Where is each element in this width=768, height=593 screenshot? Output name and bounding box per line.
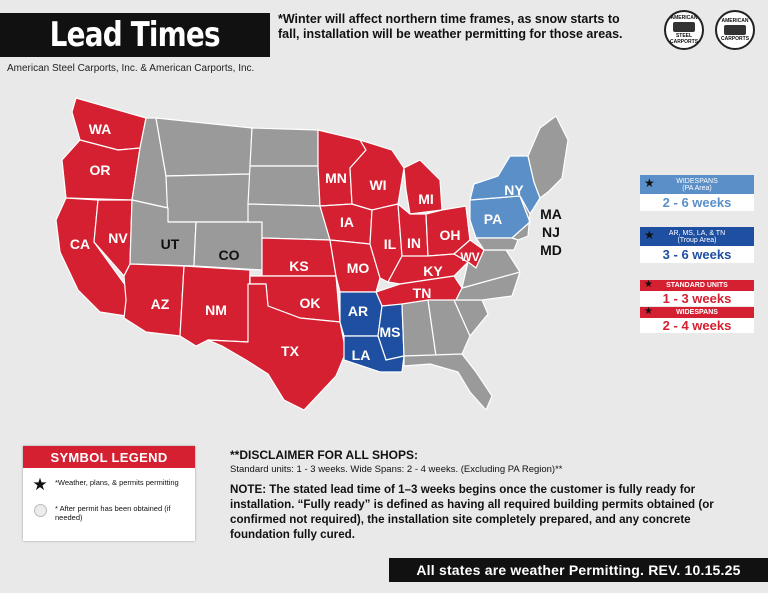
label-ar: AR <box>348 303 368 319</box>
state-sd <box>247 165 321 207</box>
legend-widespans-value: 2 - 4 weeks <box>640 318 754 333</box>
label-ut: UT <box>161 236 180 252</box>
label-ny: NY <box>504 182 524 198</box>
legend-standard-head: ★ STANDARD UNITS <box>640 279 754 291</box>
american-steel-carports-logo: AMERICAN STEEL CARPORTS <box>664 10 704 50</box>
label-ok: OK <box>300 295 321 311</box>
disclaimer: **DISCLAIMER FOR ALL SHOPS: Standard uni… <box>230 448 750 475</box>
label-il: IL <box>384 236 397 252</box>
legend-troup-head: ★ AR, MS, LA, & TN (Troup Area) <box>640 227 754 246</box>
symbol-legend-star-text: *Weather, plans, & permits permitting <box>55 478 179 487</box>
label-ca: CA <box>70 236 90 252</box>
legend-troup: ★ AR, MS, LA, & TN (Troup Area) 3 - 6 we… <box>640 227 754 263</box>
symbol-legend-star-row: ★ *Weather, plans, & permits permitting <box>31 475 185 494</box>
state-wy <box>165 173 251 223</box>
star-icon: ★ <box>32 475 48 494</box>
label-la: LA <box>352 347 371 363</box>
logo-mark <box>724 25 746 35</box>
symbol-legend-title: SYMBOL LEGEND <box>23 446 195 468</box>
state-tx <box>207 283 347 411</box>
circle-icon <box>33 504 47 517</box>
label-pa: PA <box>484 211 502 227</box>
disclaimer-note: NOTE: The stated lead time of 1–3 weeks … <box>230 483 714 541</box>
label-mn: MN <box>325 170 347 186</box>
label-wa: WA <box>89 121 112 137</box>
label-ky: KY <box>423 263 443 279</box>
label-az: AZ <box>151 296 170 312</box>
state-nd <box>249 127 319 167</box>
state-nc <box>455 271 521 301</box>
label-ks: KS <box>289 258 308 274</box>
label-nj: NJ <box>542 224 560 240</box>
disclaimer-heading: **DISCLAIMER FOR ALL SHOPS: <box>230 448 419 462</box>
legend-widespans-pa-head: ★ WIDESPANS (PA Area) <box>640 175 754 194</box>
label-ia: IA <box>340 214 354 230</box>
label-ma: MA <box>540 206 562 222</box>
legend-widespans-head: ★ WIDESPANS <box>640 306 754 318</box>
label-mo: MO <box>347 260 370 276</box>
star-icon: ★ <box>644 306 653 317</box>
american-carports-logo: AMERICAN CARPORTS <box>715 10 755 50</box>
legend-standard-value: 1 - 3 weeks <box>640 291 754 306</box>
state-ga <box>427 299 471 357</box>
state-la <box>343 335 405 373</box>
label-nv: NV <box>108 230 128 246</box>
label-wv: WV <box>460 250 479 264</box>
state-fl <box>403 353 493 411</box>
legend-widespans: ★ WIDESPANS 2 - 4 weeks <box>640 306 754 333</box>
star-icon: ★ <box>644 176 655 190</box>
state-md <box>475 237 519 251</box>
legend-troup-value: 3 - 6 weeks <box>640 246 754 263</box>
label-mi: MI <box>418 191 434 207</box>
label-tn: TN <box>413 285 432 301</box>
label-co: CO <box>219 247 240 263</box>
label-in: IN <box>407 235 421 251</box>
logo-mark <box>673 22 695 32</box>
state-new-england <box>527 115 569 199</box>
star-icon: ★ <box>644 279 653 290</box>
label-tx: TX <box>281 343 300 359</box>
label-or: OR <box>90 162 111 178</box>
label-oh: OH <box>440 227 461 243</box>
star-icon: ★ <box>644 228 655 242</box>
state-labels: WA OR CA NV UT CO AZ NM TX KS OK MN WI I… <box>70 121 562 363</box>
winter-note: *Winter will affect northern time frames… <box>278 12 623 41</box>
label-md: MD <box>540 242 562 258</box>
label-wi: WI <box>369 177 386 193</box>
page-title: Lead Times <box>49 15 221 55</box>
label-ms: MS <box>380 324 401 340</box>
legend-widespans-pa-value: 2 - 6 weeks <box>640 194 754 211</box>
disclaimer-summary: Standard units: 1 - 3 weeks. Wide Spans:… <box>230 464 563 475</box>
symbol-legend-circle-row: * After permit has been obtained (if nee… <box>31 504 185 522</box>
symbol-legend: SYMBOL LEGEND ★ *Weather, plans, & permi… <box>23 446 195 541</box>
title-banner: Lead Times <box>0 13 270 57</box>
label-nm: NM <box>205 302 227 318</box>
legend-widespans-pa: ★ WIDESPANS (PA Area) 2 - 6 weeks <box>640 175 754 211</box>
legend-standard: ★ STANDARD UNITS 1 - 3 weeks <box>640 279 754 306</box>
symbol-legend-circle-text: * After permit has been obtained (if nee… <box>55 504 171 522</box>
footer-banner: All states are weather Permitting. REV. … <box>389 558 768 582</box>
state-mt <box>155 117 253 177</box>
company-subtitle: American Steel Carports, Inc. & American… <box>7 63 255 74</box>
